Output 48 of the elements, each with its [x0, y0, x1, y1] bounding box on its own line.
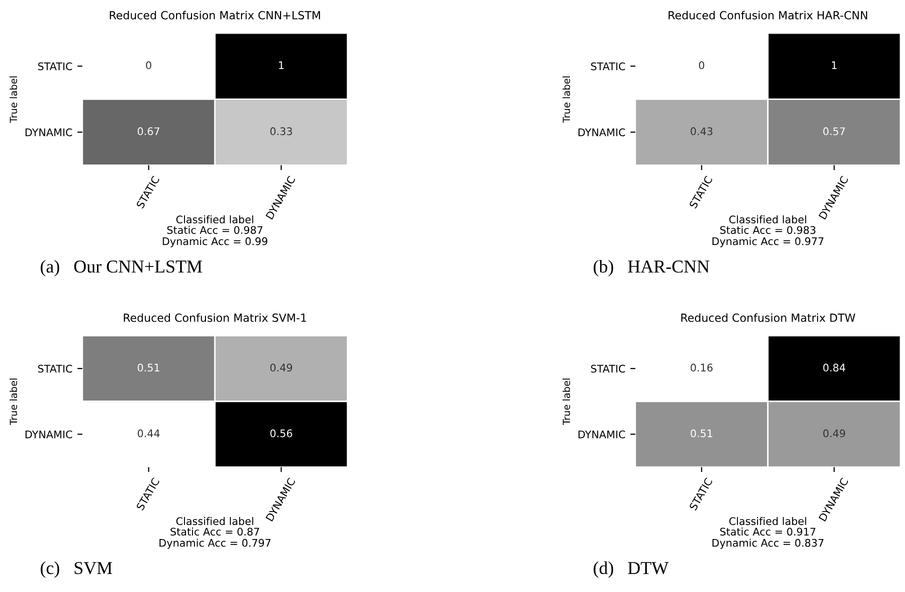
text: (c) SVM — [40, 561, 112, 578]
text: Dynamic Acc = 0.977 — [712, 237, 824, 248]
y-axis-title: True label — [10, 76, 18, 123]
data-label: 0 — [146, 61, 152, 70]
y-tick-label: DYNAMIC — [26, 128, 72, 136]
text: Static Acc = 0.983 — [720, 226, 816, 234]
data-label: 1 — [279, 61, 284, 70]
text: (b) HAR-CNN — [594, 260, 710, 276]
data-label: 0.56 — [270, 429, 292, 438]
text: Static Acc = 0.87 — [170, 528, 260, 536]
y-axis-title: True label — [10, 378, 18, 426]
data-label: 0.57 — [823, 127, 845, 136]
text: Static Acc = 0.987 — [167, 226, 262, 234]
text: (a) Our CNN+LSTM — [40, 260, 202, 276]
y-tick-label: STATIC — [591, 62, 626, 70]
data-label: 0.44 — [138, 429, 160, 438]
y-axis-title: True label — [562, 378, 570, 426]
x-axis-title: Classified label — [176, 215, 254, 224]
x-axis-title: Classified label — [176, 517, 254, 526]
y-tick-label: STATIC — [591, 364, 626, 373]
y-tick-label: DYNAMIC — [578, 430, 626, 438]
chart-title: Reduced Confusion Matrix DTW — [681, 313, 856, 322]
chart-title: Reduced Confusion Matrix HAR-CNN — [668, 10, 868, 20]
data-label: 0.67 — [138, 127, 160, 136]
data-label: 0 — [698, 61, 704, 70]
x-axis-title: Classified label — [729, 215, 806, 224]
text: Dynamic Acc = 0.837 — [712, 538, 824, 549]
data-label: 0.49 — [823, 429, 846, 438]
data-label: 0.51 — [138, 364, 160, 372]
data-label: 0.51 — [690, 429, 712, 438]
data-label: 0.33 — [270, 127, 292, 136]
y-tick-label: DYNAMIC — [578, 128, 626, 136]
text: Static Acc = 0.917 — [720, 528, 816, 536]
data-label: 1 — [832, 61, 837, 70]
data-label: 0.84 — [823, 364, 846, 372]
y-tick-label: DYNAMIC — [26, 430, 72, 438]
text: (d) DTW — [594, 561, 669, 578]
x-axis-title: Classified label — [729, 517, 806, 526]
data-label: 0.43 — [690, 127, 712, 136]
text: Dynamic Acc = 0.99 — [162, 237, 268, 248]
y-tick-label: STATIC — [38, 62, 72, 70]
y-tick-label: STATIC — [38, 364, 72, 373]
chart-title: Reduced Confusion Matrix SVM-1 — [124, 313, 306, 322]
y-axis-title: True label — [562, 76, 570, 123]
text: Dynamic Acc = 0.797 — [160, 538, 270, 549]
data-label: 0.16 — [690, 364, 713, 372]
data-label: 0.49 — [270, 364, 292, 372]
chart-title: Reduced Confusion Matrix CNN+LSTM — [110, 10, 320, 20]
